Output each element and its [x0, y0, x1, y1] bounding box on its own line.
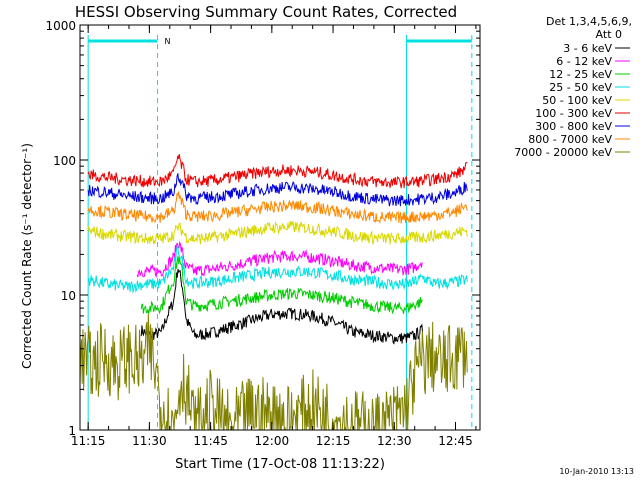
x-tick-label: 12:30 [377, 434, 412, 448]
legend-label: 300 - 800 keV [535, 120, 612, 133]
series-layer [80, 153, 468, 430]
footer-timestamp: 10-Jan-2010 13:13 [559, 467, 634, 476]
x-tick-label: 11:30 [132, 434, 167, 448]
legend-label: 100 - 300 keV [535, 107, 612, 120]
series-6-line [87, 173, 468, 207]
series-5-line [87, 153, 468, 189]
legend-label: 25 - 50 keV [549, 81, 612, 94]
night-overlays: N [87, 35, 473, 430]
y-tick-label: 10 [61, 289, 76, 303]
chart-title: HESSI Observing Summary Count Rates, Cor… [75, 3, 457, 21]
series-0-line [140, 268, 424, 345]
legend-label: 3 - 6 keV [563, 42, 612, 55]
plot-frame [79, 24, 481, 431]
series-7-line [87, 191, 468, 224]
series-4-line [87, 220, 468, 245]
series-2-line [140, 255, 423, 315]
x-tick-label: 11:45 [193, 434, 228, 448]
x-tick-label: 12:00 [255, 434, 290, 448]
legend-header-1: Det 1,3,4,5,6,9, [546, 15, 632, 28]
legend-label: 800 - 7000 keV [528, 133, 612, 146]
legend-header-2: Att 0 [596, 28, 622, 41]
y-tick-label: 100 [53, 154, 76, 168]
series-8-line [80, 313, 468, 430]
legend-label: 6 - 12 keV [556, 55, 612, 68]
y-axis-label: Corrected Count Rate (s⁻¹ detector⁻¹) [20, 143, 34, 369]
x-tick-label: 12:45 [438, 434, 473, 448]
series-3-line [87, 244, 468, 294]
x-tick-label: 12:15 [316, 434, 351, 448]
axes: 11:15 11:30 11:45 12:00 12:15 12:30 12:45 1 10 10… [45, 19, 480, 448]
legend-label: 12 - 25 keV [549, 68, 612, 81]
x-tick-label: 11:15 [71, 434, 106, 448]
y-tick-label: 1000 [45, 19, 76, 33]
legend-label: 50 - 100 keV [542, 94, 612, 107]
y-tick-label: 1 [68, 424, 76, 438]
series-1-line [136, 240, 423, 279]
x-axis-label: Start Time (17-Oct-08 11:13:22) [175, 457, 385, 472]
legend-label: 7000 - 20000 keV [514, 146, 612, 159]
night-annotation: N [165, 37, 171, 46]
